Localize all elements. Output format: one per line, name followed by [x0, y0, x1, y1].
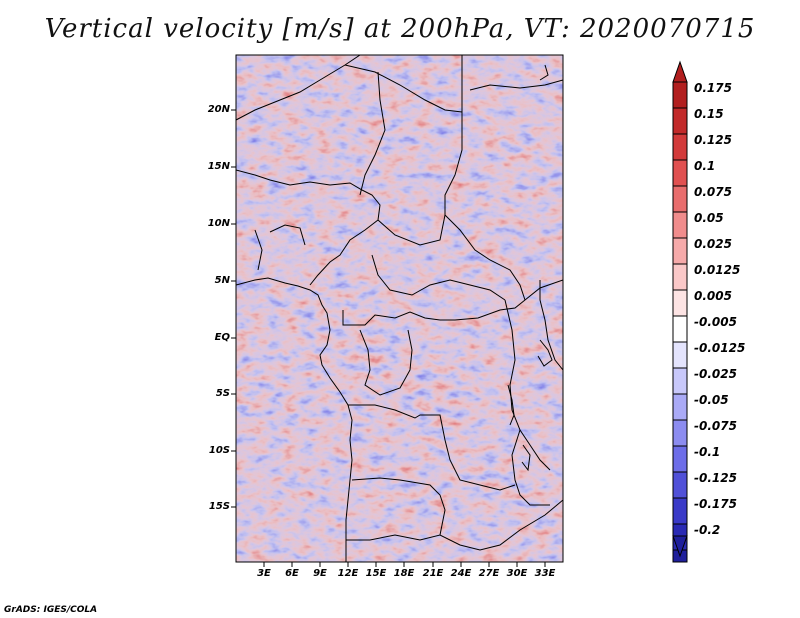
colorbar-cell	[672, 393, 688, 421]
lon-label: 27E	[478, 568, 500, 579]
colorbar-cell	[672, 497, 688, 525]
colorbar-cell	[672, 315, 688, 343]
colorbar-label: 0.0125	[694, 263, 741, 277]
colorbar-top-arrow	[672, 60, 688, 83]
map-frame	[235, 54, 564, 563]
lat-label: 15N	[207, 161, 230, 172]
colorbar-label: -0.025	[694, 367, 737, 381]
lat-label: EQ	[214, 332, 230, 343]
lat-label: 5N	[214, 275, 230, 286]
colorbar-cell	[672, 289, 688, 317]
colorbar-label: 0.15	[694, 107, 724, 121]
lon-label: 18E	[393, 568, 415, 579]
lon-label: 3E	[257, 568, 271, 579]
lat-label: 20N	[207, 104, 230, 115]
colorbar-cell	[672, 211, 688, 239]
axis-ticks	[231, 109, 546, 567]
lat-label: 15S	[208, 501, 230, 512]
colorbar-label: -0.175	[694, 497, 737, 511]
colorbar-cell	[672, 263, 688, 291]
colorbar-cell	[672, 367, 688, 395]
lat-label: 5S	[215, 388, 230, 399]
colorbar-cell	[672, 445, 688, 473]
colorbar-cell	[672, 419, 688, 447]
lon-label: 21E	[422, 568, 444, 579]
colorbar-label: 0.175	[694, 81, 732, 95]
colorbar-bottom-arrow	[672, 535, 688, 558]
colorbar-cell	[672, 471, 688, 499]
colorbar-cell	[672, 185, 688, 213]
colorbar-label: -0.05	[694, 393, 729, 407]
colorbar-cell	[672, 237, 688, 265]
colorbar	[672, 60, 688, 563]
lon-label: 30E	[506, 568, 528, 579]
lon-label: 9E	[313, 568, 327, 579]
map-title: Vertical velocity [m/s] at 200hPa, VT: 2…	[44, 14, 756, 44]
lon-label: 15E	[365, 568, 387, 579]
colorbar-cell	[672, 133, 688, 161]
lon-label: 6E	[285, 568, 299, 579]
country-borders	[236, 55, 563, 562]
lon-label: 12E	[337, 568, 359, 579]
colorbar-label: -0.125	[694, 471, 737, 485]
colorbar-label: 0.1	[694, 159, 716, 173]
colorbar-cell	[672, 107, 688, 135]
colorbar-label: 0.075	[694, 185, 732, 199]
lat-label: 10S	[208, 445, 230, 456]
colorbar-cell	[672, 341, 688, 369]
colorbar-cell	[672, 159, 688, 187]
grads-credit: GrADS: IGES/COLA	[4, 605, 98, 615]
colorbar-label: -0.0125	[694, 341, 746, 355]
colorbar-label: -0.2	[694, 523, 721, 537]
colorbar-label: -0.005	[694, 315, 737, 329]
colorbar-label: 0.125	[694, 133, 732, 147]
lon-label: 24E	[450, 568, 472, 579]
colorbar-label: -0.1	[694, 445, 721, 459]
lon-label: 33E	[534, 568, 556, 579]
colorbar-label: 0.005	[694, 289, 732, 303]
colorbar-label: 0.05	[694, 211, 724, 225]
colorbar-label: -0.075	[694, 419, 737, 433]
colorbar-cells	[672, 81, 688, 563]
colorbar-cell	[672, 81, 688, 109]
lat-label: 10N	[207, 218, 230, 229]
colorbar-label: 0.025	[694, 237, 732, 251]
